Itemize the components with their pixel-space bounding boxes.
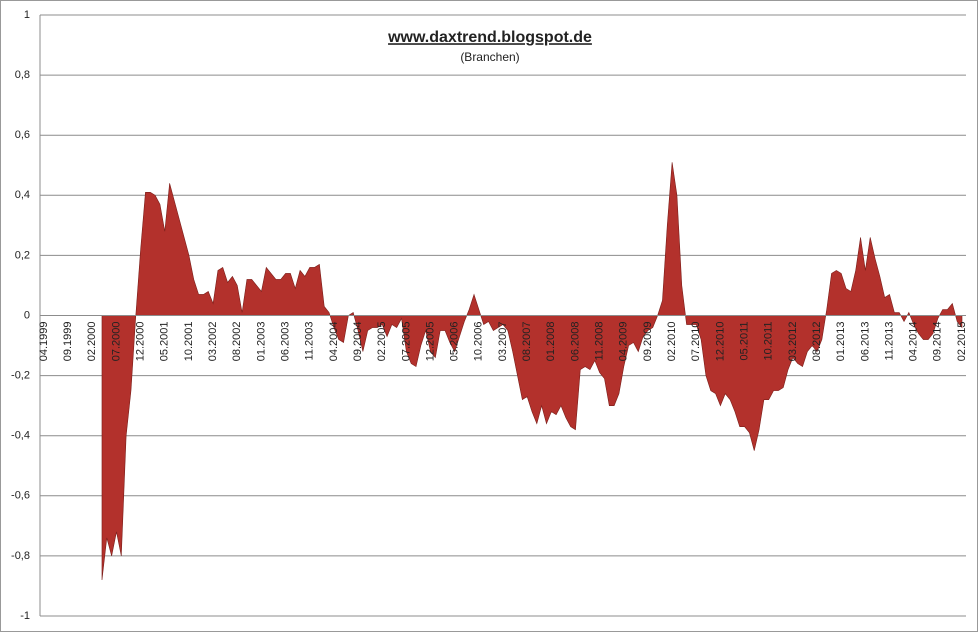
x-tick-label: 02.2000 [86,322,98,362]
x-tick-label: 06.2003 [279,322,291,362]
x-tick-label: 05.2006 [449,322,461,362]
chart-title: www.daxtrend.blogspot.de [387,29,592,46]
x-tick-label: 07.2010 [690,322,702,362]
y-tick-label: -0,2 [11,370,30,382]
x-tick-label: 02.2005 [376,322,388,362]
x-tick-label: 10.2011 [763,322,775,361]
x-tick-label: 12.2010 [714,322,726,362]
x-tick-label: 10.2006 [473,322,485,362]
x-tick-label: 01.2013 [835,322,847,362]
x-tick-label: 09.1999 [62,322,74,362]
y-tick-label: -0,4 [11,430,30,442]
x-tick-label: 11.2013 [883,322,895,361]
x-tick-label: 03.2012 [787,322,799,362]
x-tick-label: 04.1999 [38,322,50,362]
y-tick-label: 0,2 [15,249,30,261]
x-tick-label: 02.2015 [956,322,968,362]
x-tick-label: 08.2012 [811,322,823,362]
x-tick-label: 07.2000 [110,322,122,362]
x-tick-label: 09.2014 [932,322,944,362]
x-tick-label: 08.2002 [231,322,243,362]
x-tick-label: 12.2000 [135,322,147,362]
x-tick-label: 11.2008 [594,322,606,361]
x-tick-label: 03.2002 [207,322,219,362]
x-tick-label: 04.2004 [328,322,340,362]
y-tick-label: 0,8 [15,69,30,81]
x-tick-label: 09.2004 [352,322,364,362]
y-tick-label: 1 [24,9,30,21]
y-tick-label: 0,6 [15,129,30,141]
x-tick-label: 08.2007 [521,322,533,362]
x-tick-label: 01.2003 [255,322,267,362]
x-tick-label: 03.2007 [497,322,509,362]
x-tick-label: 04.2014 [908,322,920,362]
x-tick-label: 06.2008 [569,322,581,362]
y-tick-label: 0,4 [15,189,30,201]
y-tick-label: -0,6 [11,490,30,502]
x-tick-label: 04.2009 [618,322,630,362]
x-tick-label: 11.2003 [304,322,316,361]
x-tick-label: 05.2001 [159,322,171,362]
x-tick-label: 10.2001 [183,322,195,362]
x-tick-label: 06.2013 [859,322,871,362]
x-tick-label: 07.2005 [400,322,412,362]
y-tick-label: 0 [24,309,30,321]
area [101,162,963,580]
x-tick-label: 12.2005 [424,322,436,362]
x-tick-label: 01.2008 [545,322,557,362]
chart-subtitle: (Branchen) [460,50,519,64]
x-tick-label: 09.2009 [642,322,654,362]
x-tick-label: 02.2010 [666,322,678,362]
y-tick-label: -1 [20,610,30,622]
y-tick-label: -0,8 [11,550,30,562]
x-tick-label: 05.2011 [738,322,750,361]
